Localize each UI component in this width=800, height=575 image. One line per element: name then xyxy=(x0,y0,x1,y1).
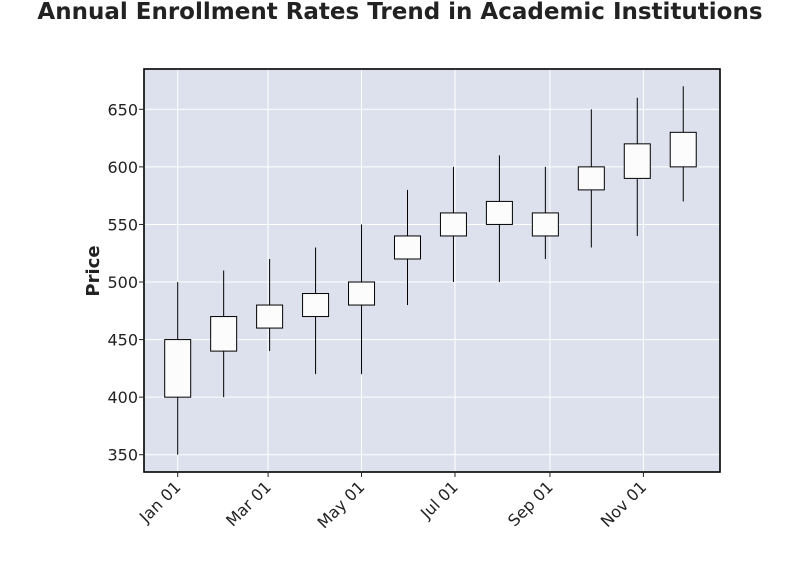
candle xyxy=(210,270,238,398)
candle-body xyxy=(164,339,192,398)
chart-title: Annual Enrollment Rates Trend in Academi… xyxy=(37,0,763,25)
y-tick-label: 650 xyxy=(107,100,138,119)
candle-body xyxy=(439,212,467,237)
candle xyxy=(256,258,284,352)
plot-area xyxy=(144,69,720,472)
y-axis-label: Price xyxy=(83,245,104,296)
candle xyxy=(302,247,330,375)
candle xyxy=(669,86,697,202)
y-tick-label: 600 xyxy=(107,158,138,177)
candle xyxy=(623,97,651,236)
candle xyxy=(485,155,513,283)
candle-body xyxy=(256,304,284,329)
y-tick-label: 500 xyxy=(107,273,138,292)
y-tick-label: 400 xyxy=(107,388,138,407)
candle xyxy=(348,224,376,375)
y-tick-label: 450 xyxy=(107,331,138,350)
candle-body xyxy=(302,293,330,318)
candle xyxy=(531,166,559,259)
candle xyxy=(164,282,192,455)
candle-body xyxy=(669,131,697,168)
candle-body xyxy=(393,235,421,260)
candles xyxy=(164,86,697,455)
candle-body xyxy=(348,281,376,306)
x-tick-label: Sep 01 xyxy=(504,477,557,530)
candle-body xyxy=(531,212,559,237)
y-tick-label: 350 xyxy=(107,446,138,465)
x-tick-label: Mar 01 xyxy=(222,477,275,530)
x-tick-label: Jan 01 xyxy=(135,477,185,527)
x-tick-label: May 01 xyxy=(314,477,369,532)
candle xyxy=(577,109,605,248)
candle-body xyxy=(485,200,513,225)
y-tick-label: 550 xyxy=(107,215,138,234)
x-tick-label: Jul 01 xyxy=(416,477,462,523)
candle-body xyxy=(577,166,605,191)
plot-frame xyxy=(143,68,721,473)
candle xyxy=(393,189,421,306)
x-tick-label: Nov 01 xyxy=(597,477,651,531)
candle-body xyxy=(623,143,651,179)
candle-body xyxy=(210,316,238,352)
candle xyxy=(439,166,467,283)
